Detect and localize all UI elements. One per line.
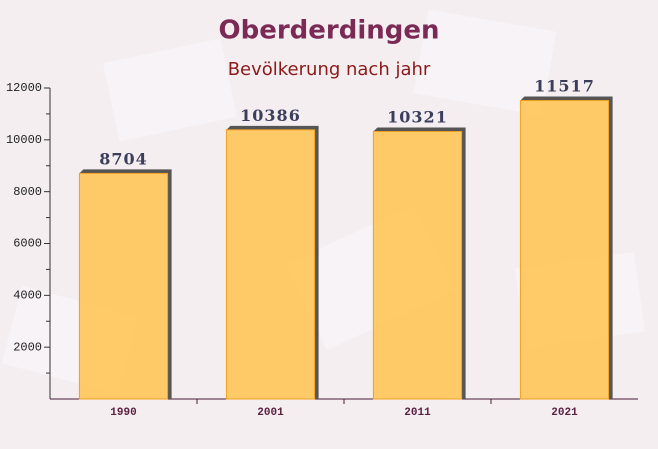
bar: [225, 129, 316, 400]
bar: [519, 100, 610, 400]
y-tick-label: 8000: [13, 185, 42, 199]
x-tick-label: 2021: [551, 407, 578, 419]
x-tick-label: 2001: [257, 407, 284, 419]
envelope: [413, 9, 557, 116]
y-tick-label: 10000: [6, 133, 42, 147]
x-tick-label: 1990: [110, 407, 136, 419]
value-label: 10321: [387, 108, 448, 127]
y-tick-label: 12000: [6, 81, 42, 95]
y-tick-label: 2000: [13, 340, 42, 354]
x-tick-label: 2011: [404, 407, 431, 419]
chart-subtitle: Bevölkerung nach jahr: [228, 59, 431, 80]
envelope: [102, 38, 238, 142]
value-label: 8704: [99, 149, 148, 168]
value-label: 11517: [534, 77, 595, 96]
value-label: 10386: [240, 106, 301, 125]
bar: [78, 172, 169, 400]
bar: [372, 131, 463, 400]
chart-title: Oberderdingen: [218, 16, 439, 46]
y-tick-label: 6000: [13, 237, 42, 251]
y-tick-label: 4000: [13, 289, 42, 303]
